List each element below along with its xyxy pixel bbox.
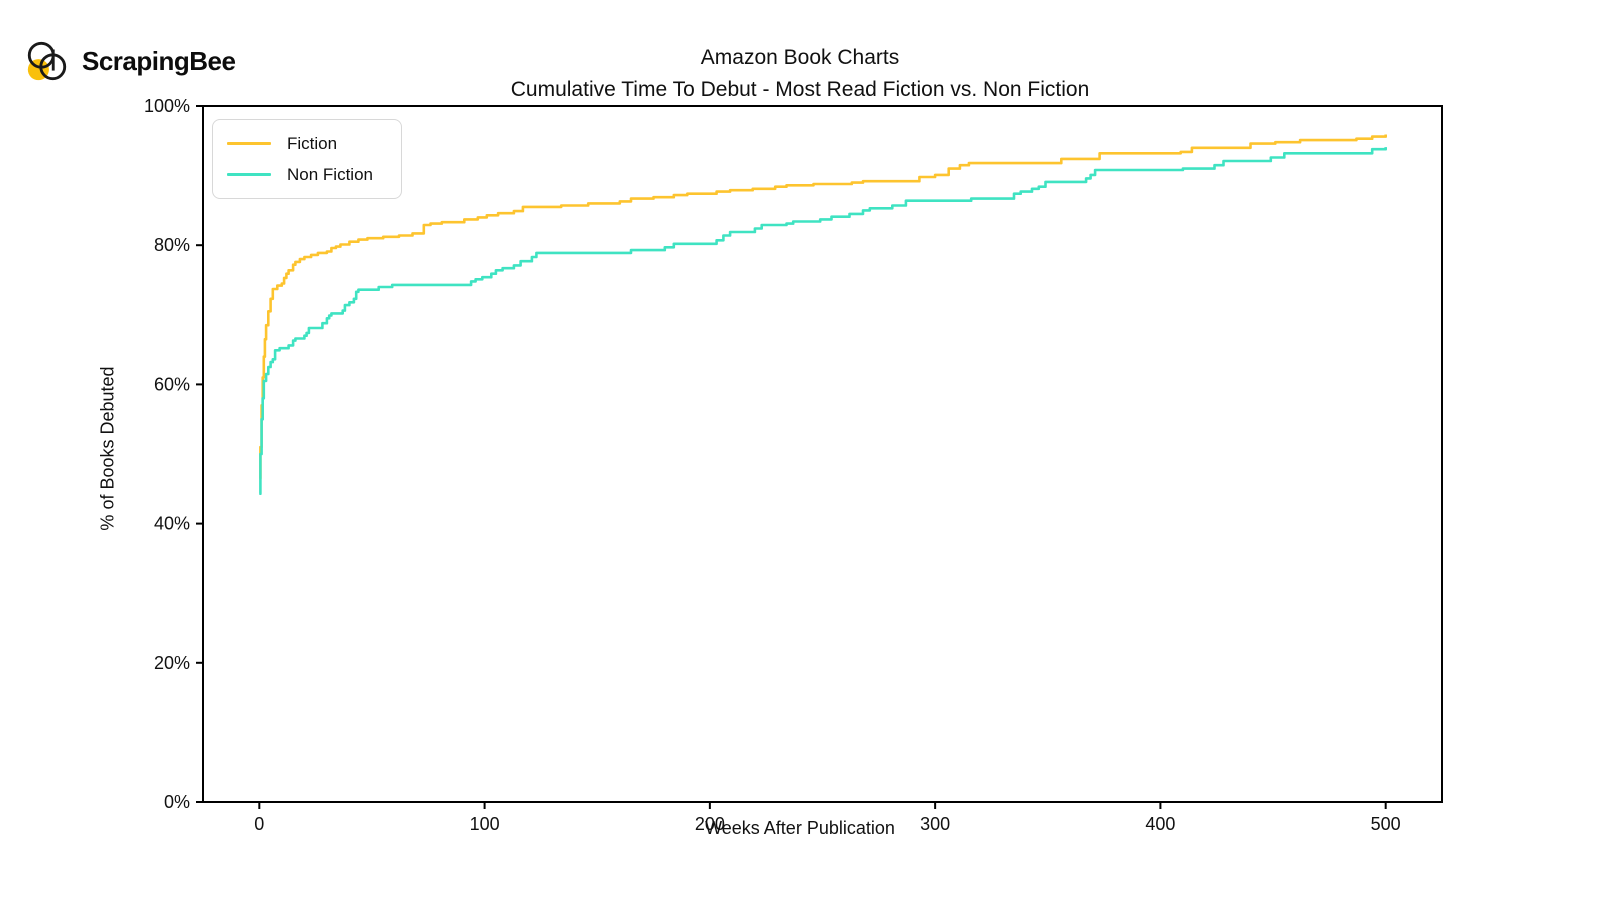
x-tick-label: 500 xyxy=(1371,814,1401,834)
legend-label-fiction: Fiction xyxy=(287,133,338,153)
x-axis-label: Weeks After Publication xyxy=(705,818,895,838)
series-line-non-fiction xyxy=(259,147,1387,495)
x-tick-label: 0 xyxy=(254,814,264,834)
non-fiction-line-swatch xyxy=(227,173,271,176)
x-tick-label: 100 xyxy=(470,814,500,834)
x-tick-label: 300 xyxy=(920,814,950,834)
scrapingbee-logo: ScrapingBee xyxy=(24,38,236,84)
y-tick-label: 60% xyxy=(154,374,190,394)
title-block: Amazon Book Charts Cumulative Time To De… xyxy=(0,42,1600,106)
y-tick-label: 40% xyxy=(154,514,190,534)
chart-subtitle: Cumulative Time To Debut - Most Read Fic… xyxy=(510,78,1090,101)
x-tick-label: 200 xyxy=(695,814,725,834)
legend: Fiction Non Fiction xyxy=(212,119,402,199)
series-line-fiction xyxy=(259,134,1387,480)
fiction-line-swatch xyxy=(227,142,271,145)
scrapingbee-bee-icon xyxy=(27,41,67,81)
chart-title: Amazon Book Charts xyxy=(700,46,900,69)
y-tick-label: 20% xyxy=(154,653,190,673)
y-tick-label: 100% xyxy=(144,96,190,116)
y-tick-label: 0% xyxy=(164,792,190,812)
legend-item-non-fiction: Non Fiction xyxy=(227,159,401,190)
legend-item-fiction: Fiction xyxy=(227,128,401,159)
scrapingbee-logo-text: ScrapingBee xyxy=(82,45,236,76)
y-axis-label: % of Books Debuted xyxy=(97,366,118,531)
y-tick-label: 80% xyxy=(154,235,190,255)
plot-border xyxy=(202,105,1443,803)
x-tick-label: 400 xyxy=(1145,814,1175,834)
legend-label-non-fiction: Non Fiction xyxy=(287,164,373,184)
